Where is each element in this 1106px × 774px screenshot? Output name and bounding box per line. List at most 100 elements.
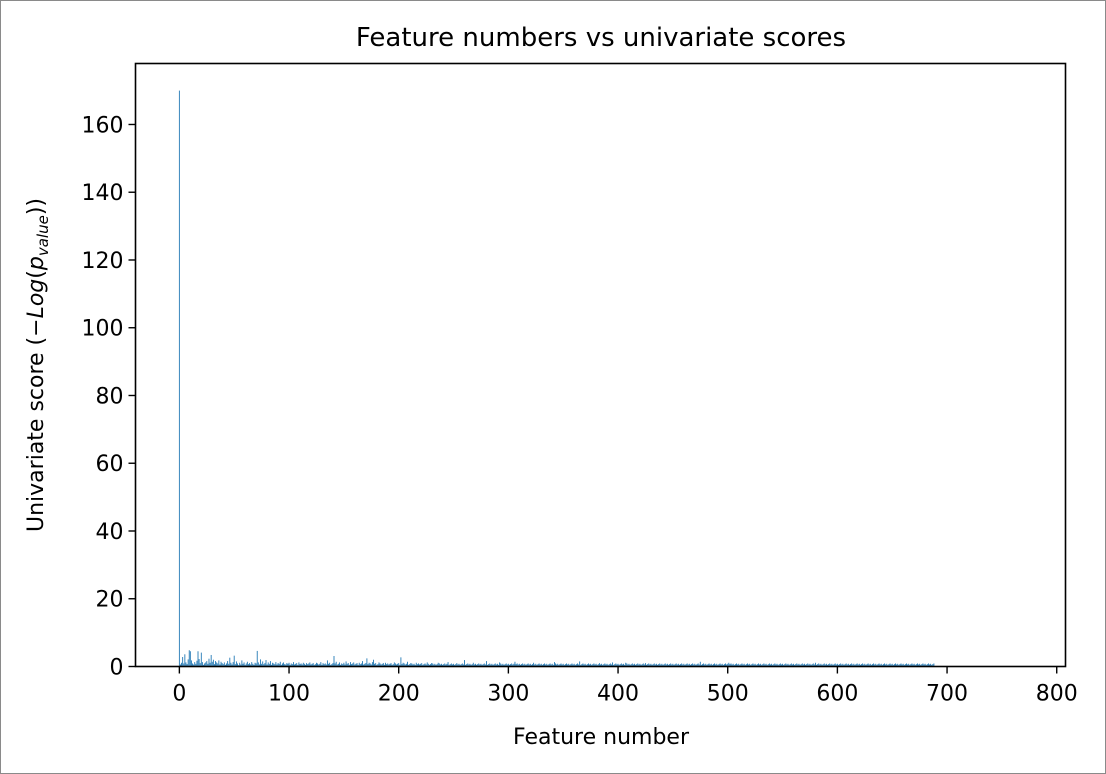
bar xyxy=(602,664,604,667)
bar xyxy=(654,664,656,667)
bar xyxy=(444,663,446,667)
bar xyxy=(389,663,391,667)
bar xyxy=(468,664,470,667)
bar xyxy=(298,662,300,667)
bar xyxy=(864,663,866,667)
bar xyxy=(449,664,451,667)
bar xyxy=(433,664,435,667)
bar xyxy=(554,662,555,667)
bar xyxy=(657,664,658,667)
bar xyxy=(915,664,917,667)
bar xyxy=(456,663,458,667)
bar xyxy=(748,664,749,667)
bar xyxy=(306,663,308,667)
bar xyxy=(694,663,696,667)
bar xyxy=(787,663,789,667)
bar xyxy=(413,663,415,667)
bar xyxy=(187,659,189,667)
bar xyxy=(862,663,864,667)
bar xyxy=(687,664,689,667)
bar xyxy=(593,663,595,667)
bar xyxy=(743,663,745,667)
bar xyxy=(914,664,916,667)
bar xyxy=(772,664,774,667)
bar xyxy=(825,663,827,667)
bar xyxy=(529,663,531,667)
bar xyxy=(476,664,478,667)
bar xyxy=(827,664,828,667)
bar xyxy=(390,663,392,667)
bar xyxy=(788,664,790,667)
bar xyxy=(795,664,797,667)
bar xyxy=(312,663,314,667)
bar xyxy=(733,664,735,667)
bar xyxy=(445,664,447,667)
x-tick-label: 600 xyxy=(816,682,858,707)
bar xyxy=(517,664,519,667)
bar xyxy=(603,664,605,667)
bar xyxy=(775,664,777,667)
bar xyxy=(190,660,192,667)
bar xyxy=(532,664,533,667)
bar xyxy=(649,664,651,667)
bar xyxy=(385,662,386,667)
bar xyxy=(481,664,483,667)
bar xyxy=(902,663,904,667)
bar xyxy=(212,659,214,667)
bar xyxy=(546,663,548,667)
bar xyxy=(504,664,506,667)
bar xyxy=(265,660,267,667)
bar xyxy=(230,662,232,667)
bar xyxy=(271,664,272,667)
y-axis-label-close-parens: )) xyxy=(24,198,49,215)
bar xyxy=(536,664,538,667)
bar xyxy=(351,664,352,667)
bar xyxy=(604,663,606,667)
bar xyxy=(764,664,766,667)
bar xyxy=(761,664,763,667)
x-tick-label: 200 xyxy=(378,682,420,707)
bar xyxy=(318,664,320,667)
bar xyxy=(400,657,402,667)
bar xyxy=(612,662,614,667)
bar xyxy=(336,664,338,667)
bar xyxy=(234,664,236,667)
bar xyxy=(606,663,608,667)
bar xyxy=(316,662,317,667)
bar xyxy=(616,664,618,667)
x-tick-label: 700 xyxy=(926,682,968,707)
bar xyxy=(893,664,895,667)
bar xyxy=(322,663,324,667)
bar xyxy=(432,663,434,667)
bar xyxy=(470,664,472,667)
bar xyxy=(382,663,384,667)
bar xyxy=(275,662,277,667)
bar xyxy=(544,663,546,667)
bar xyxy=(311,663,313,667)
bar xyxy=(560,663,562,667)
bar xyxy=(341,663,343,667)
bar xyxy=(427,663,429,667)
bar xyxy=(404,664,406,667)
bar xyxy=(783,664,785,667)
x-tick-label: 300 xyxy=(487,682,529,707)
bar xyxy=(345,661,347,667)
bar xyxy=(420,663,422,667)
bar xyxy=(920,664,922,667)
bar xyxy=(510,664,512,667)
bar xyxy=(317,663,318,667)
bar xyxy=(650,663,652,667)
bar xyxy=(210,654,212,667)
bar xyxy=(217,663,219,667)
bar xyxy=(875,663,877,667)
bar xyxy=(411,663,413,667)
bar xyxy=(880,663,882,667)
bar xyxy=(812,663,814,667)
bar xyxy=(344,664,346,667)
bar xyxy=(652,664,654,667)
x-axis-label: Feature number xyxy=(513,725,690,750)
bar xyxy=(520,664,521,667)
bar xyxy=(655,663,657,667)
bar xyxy=(376,664,378,667)
bar xyxy=(233,655,235,667)
